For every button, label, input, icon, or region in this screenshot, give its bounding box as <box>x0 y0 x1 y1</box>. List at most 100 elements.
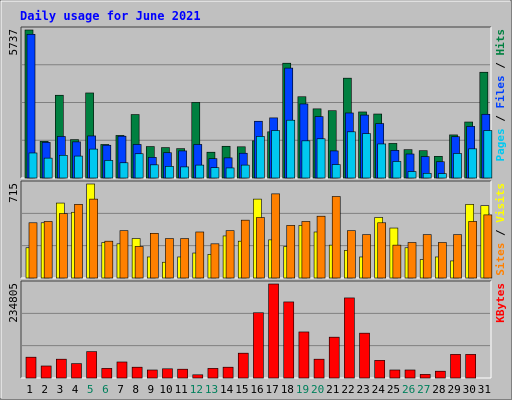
bar-pages-day-19 <box>301 140 311 179</box>
bar-sites-day-10 <box>165 238 174 279</box>
bar-sites-day-19 <box>301 221 311 279</box>
bar-sites-day-6 <box>104 240 114 279</box>
bar-sites-day-21 <box>331 196 341 279</box>
bar-kbytes-day-22 <box>344 297 355 379</box>
legend-label-2: Files <box>494 75 507 108</box>
bar-pages-day-13 <box>210 167 220 179</box>
x-tick-label-13: 13 <box>205 383 218 396</box>
legend-kbytes: KBytes <box>494 283 507 323</box>
bar-pages-day-31 <box>483 130 493 179</box>
x-tick-label-18: 18 <box>281 383 294 396</box>
bar-sites-day-14 <box>225 230 235 279</box>
bar-sites-day-4 <box>74 204 83 279</box>
x-tick-label-12: 12 <box>190 383 203 396</box>
bar-sites-day-24 <box>377 222 387 279</box>
bar-kbytes-day-30 <box>465 354 476 379</box>
bar-pages-day-7 <box>119 162 129 179</box>
bar-kbytes-day-13 <box>207 368 219 379</box>
x-tick-label-6: 6 <box>102 383 109 396</box>
legend-label-0: Pages <box>494 128 507 161</box>
bar-kbytes-day-6 <box>101 368 113 379</box>
bar-pages-day-28 <box>438 173 447 179</box>
bar-sites-day-31 <box>483 214 493 279</box>
x-tick-label-16: 16 <box>250 383 263 396</box>
x-tick-label-19: 19 <box>296 383 309 396</box>
bar-kbytes-day-21 <box>328 336 340 379</box>
x-tick-label-24: 24 <box>372 383 386 396</box>
x-tick-label-15: 15 <box>235 383 248 396</box>
x-tick-label-22: 22 <box>341 383 354 396</box>
bar-sites-day-8 <box>134 246 144 279</box>
bar-pages-day-29 <box>453 153 462 179</box>
bar-sites-day-27 <box>422 234 432 279</box>
bar-kbytes-day-23 <box>359 332 370 379</box>
bar-sites-day-3 <box>59 213 68 279</box>
bar-kbytes-day-17 <box>268 283 279 379</box>
bar-pages-day-9 <box>149 164 159 179</box>
bar-pages-day-30 <box>468 148 477 179</box>
bar-pages-day-22 <box>347 131 356 179</box>
bar-sites-day-30 <box>468 221 477 279</box>
bar-kbytes-day-10 <box>162 368 173 379</box>
x-tick-label-17: 17 <box>266 383 279 396</box>
bar-kbytes-day-28 <box>435 370 446 379</box>
x-tick-label-21: 21 <box>326 383 339 396</box>
x-tick-label-20: 20 <box>311 383 324 396</box>
bar-pages-day-8 <box>134 153 144 179</box>
bar-kbytes-day-20 <box>313 358 325 379</box>
bar-kbytes-day-3 <box>56 358 67 379</box>
bar-sites-day-29 <box>453 234 462 279</box>
x-tick-label-8: 8 <box>132 383 139 396</box>
bar-sites-day-12 <box>195 231 205 279</box>
max-label-kbytes: 234805 <box>7 283 20 323</box>
x-tick-label-25: 25 <box>387 383 400 396</box>
x-tick-label-1: 1 <box>26 383 33 396</box>
bar-pages-day-10 <box>165 166 174 179</box>
bar-kbytes-day-26 <box>404 369 416 379</box>
bar-sites-day-1 <box>28 222 38 279</box>
bar-sites-day-28 <box>438 242 447 279</box>
bar-sites-day-15 <box>240 219 250 279</box>
bar-pages-day-1 <box>28 152 38 179</box>
x-tick-label-30: 30 <box>463 383 476 396</box>
bar-sites-day-25 <box>392 244 402 279</box>
bar-pages-day-26 <box>407 171 417 179</box>
legend-label-0: KBytes <box>494 283 507 323</box>
bar-kbytes-day-5 <box>86 351 97 379</box>
bar-kbytes-day-27 <box>419 374 431 379</box>
max-label-pages-files-hits: 5737 <box>7 29 20 56</box>
bar-kbytes-day-18 <box>283 301 295 379</box>
x-tick-label-27: 27 <box>417 383 430 396</box>
legend-pages-files-hits: Pages / Files / Hits <box>494 29 507 162</box>
x-tick-label-11: 11 <box>175 383 188 396</box>
bar-pages-day-11 <box>180 166 189 179</box>
legend-label-0: Sites <box>494 243 507 276</box>
bar-kbytes-day-24 <box>374 360 386 379</box>
bar-pages-day-20 <box>316 138 326 179</box>
x-tick-label-29: 29 <box>447 383 460 396</box>
bar-sites-day-9 <box>149 233 159 279</box>
bar-pages-day-18 <box>286 119 296 179</box>
bar-sites-day-22 <box>347 230 356 279</box>
x-tick-label-5: 5 <box>87 383 94 396</box>
bar-kbytes-day-11 <box>177 368 188 379</box>
bar-sites-day-20 <box>316 215 326 279</box>
bar-sites-day-16 <box>256 217 265 279</box>
x-tick-label-3: 3 <box>57 383 64 396</box>
x-tick-label-9: 9 <box>148 383 155 396</box>
bar-kbytes-day-29 <box>450 354 461 379</box>
x-tick-label-4: 4 <box>72 383 79 396</box>
bar-pages-day-16 <box>256 136 265 179</box>
bar-kbytes-day-2 <box>40 365 52 379</box>
chart-title: Daily usage for June 2021 <box>20 9 201 23</box>
bar-sites-day-18 <box>286 225 296 279</box>
bar-sites-day-7 <box>119 230 129 279</box>
legend-label-2: Visits <box>494 183 507 223</box>
bar-pages-day-21 <box>331 164 341 179</box>
x-tick-label-23: 23 <box>357 383 370 396</box>
bar-kbytes-day-16 <box>253 312 264 379</box>
bar-sites-day-23 <box>362 234 371 279</box>
bar-pages-day-4 <box>74 155 83 179</box>
bar-sites-day-11 <box>180 238 189 279</box>
